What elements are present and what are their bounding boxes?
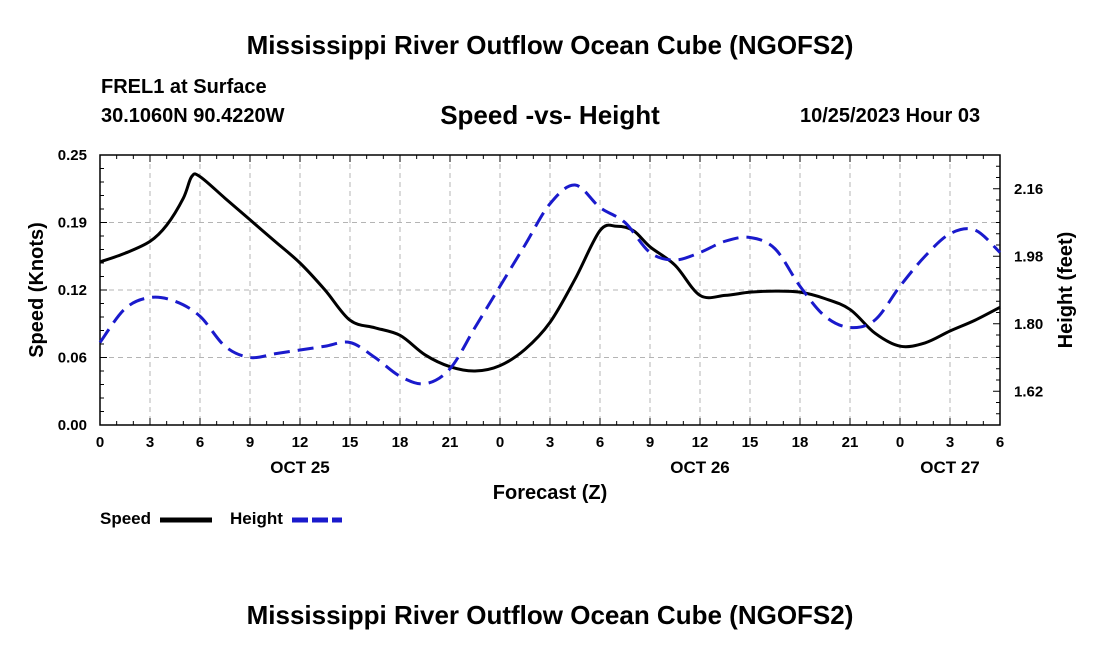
- x-tick-label: 3: [146, 434, 154, 451]
- legend-height-label: Height: [230, 509, 283, 528]
- day-label: OCT 27: [920, 458, 980, 477]
- x-tick-label: 6: [196, 434, 204, 451]
- x-tick-label: 12: [692, 434, 709, 451]
- x-tick-label: 12: [292, 434, 309, 451]
- speed-series-line: [99, 172, 1001, 373]
- y-tick-label: 0.12: [58, 282, 87, 299]
- y-axis-title: Speed (Knots): [26, 222, 48, 358]
- y-tick-label: 0.00: [58, 417, 87, 434]
- x-tick-label: 0: [496, 434, 504, 451]
- x-tick-label: 6: [596, 434, 604, 451]
- legend-speed-label: Speed: [100, 509, 151, 528]
- x-tick-label: 15: [342, 434, 359, 451]
- x-tick-label: 3: [546, 434, 554, 451]
- y2-tick-label: 1.62: [1014, 383, 1043, 400]
- day-label: OCT 26: [670, 458, 730, 477]
- x-tick-label: 6: [996, 434, 1004, 451]
- station-coordinates: 30.1060N 90.4220W: [101, 105, 285, 127]
- forecast-date: 10/25/2023 Hour 03: [800, 105, 981, 127]
- y2-tick-label: 1.98: [1014, 248, 1043, 265]
- y-tick-label: 0.25: [58, 147, 87, 164]
- grid-lines: [99, 154, 1001, 426]
- x-tick-label: 3: [946, 434, 954, 451]
- x-tick-label: 0: [96, 434, 104, 451]
- y2-axis-title: Height (feet): [1055, 232, 1077, 349]
- station-name: FREL1 at Surface: [101, 76, 267, 98]
- x-tick-label: 18: [392, 434, 409, 451]
- x-tick-label: 21: [842, 434, 859, 451]
- footer-title: Mississippi River Outflow Ocean Cube (NG…: [246, 600, 854, 630]
- x-tick-label: 0: [896, 434, 904, 451]
- y2-tick-label: 2.16: [1014, 181, 1043, 198]
- x-tick-label: 15: [742, 434, 759, 451]
- height-series-line: [98, 183, 1002, 386]
- day-label: OCT 25: [270, 458, 330, 477]
- y-tick-label: 0.06: [58, 350, 87, 367]
- chart-title: Speed -vs- Height: [440, 100, 660, 130]
- x-tick-label: 9: [646, 434, 654, 451]
- y2-tick-label: 1.80: [1014, 316, 1043, 333]
- x-tick-label: 9: [246, 434, 254, 451]
- x-axis-title: Forecast (Z): [492, 482, 608, 504]
- page-title: Mississippi River Outflow Ocean Cube (NG…: [246, 30, 854, 60]
- x-tick-label: 18: [792, 434, 809, 451]
- y-tick-label: 0.19: [58, 215, 87, 232]
- x-tick-label: 21: [442, 434, 459, 451]
